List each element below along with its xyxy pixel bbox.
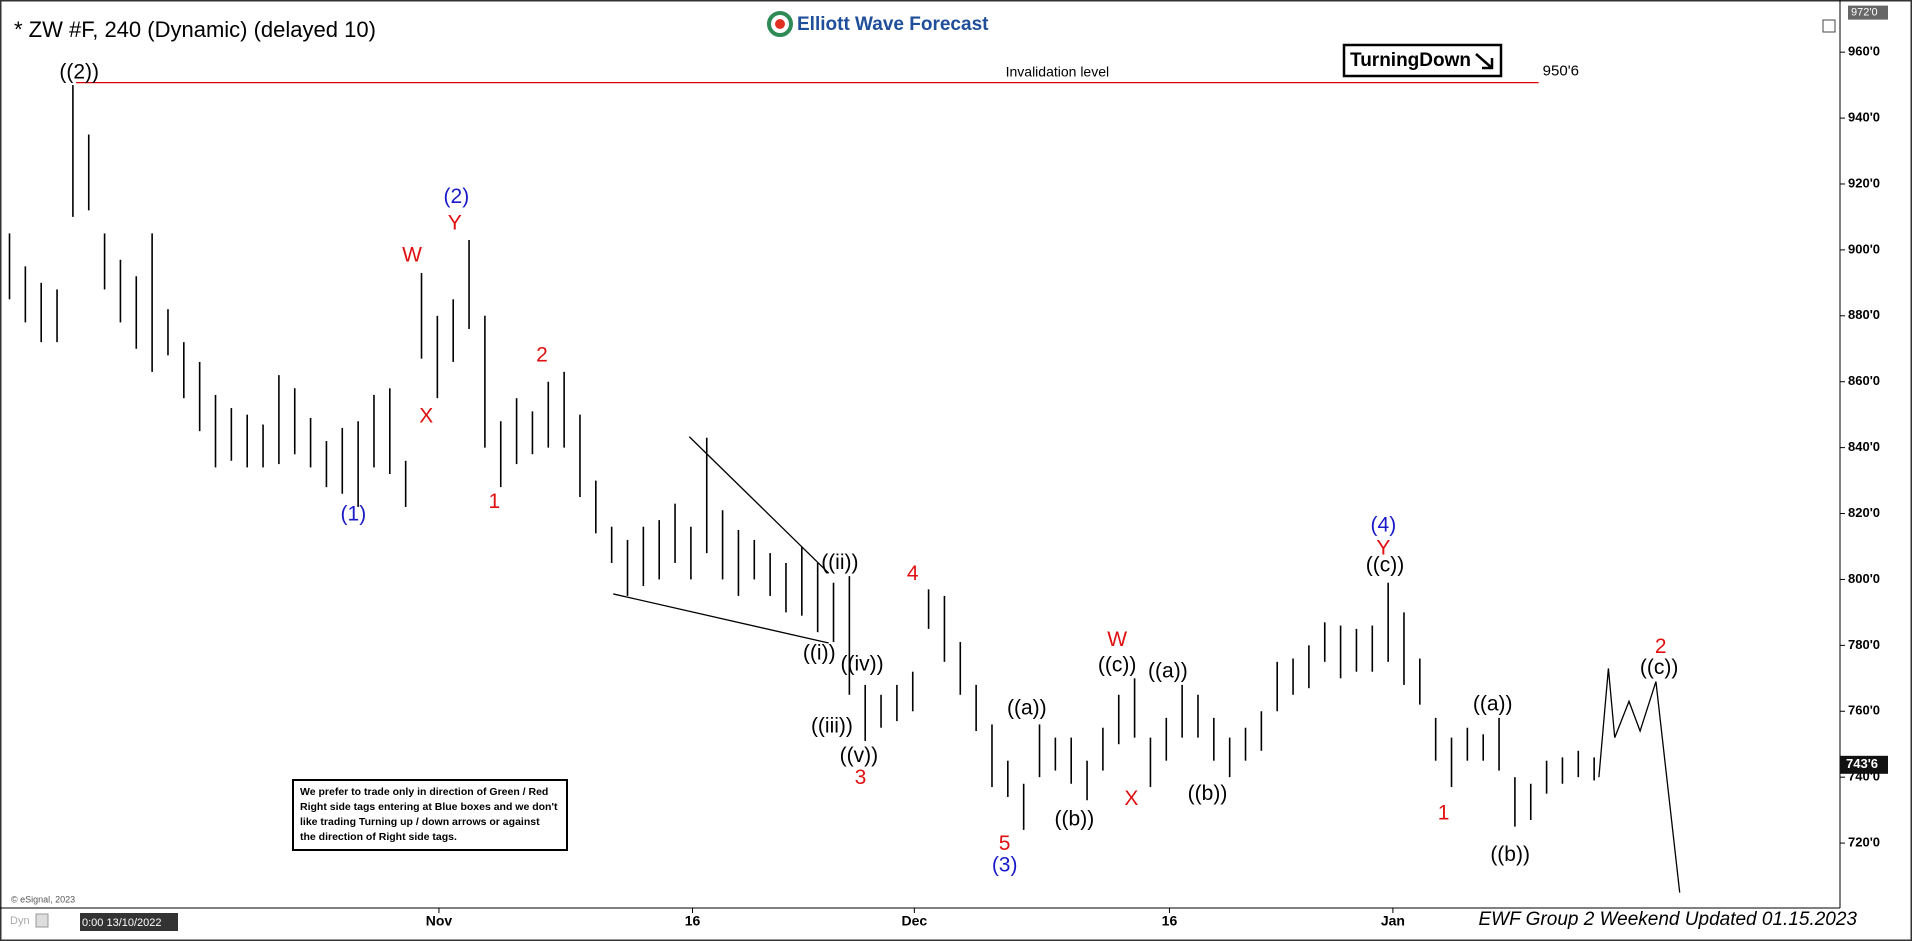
- y-tick-label: 840'0: [1848, 439, 1880, 454]
- x-tick-label: Nov: [426, 913, 453, 929]
- y-tick-label: 940'0: [1848, 110, 1880, 125]
- logo-icon: [767, 11, 793, 37]
- notice: We prefer to trade only in direction of …: [292, 779, 568, 851]
- wave-label: (3): [992, 854, 1018, 877]
- cursor-time: 0:00 13/10/2022: [82, 917, 162, 929]
- x-tick-label: Jan: [1381, 913, 1405, 929]
- trendline: [688, 436, 830, 574]
- wave-label: ((c)): [1640, 656, 1678, 679]
- x-tick-label: 16: [1162, 913, 1178, 929]
- wave-label: ((a)): [1148, 660, 1188, 683]
- y-tick-label: 960'0: [1848, 44, 1880, 59]
- wave-label: (4): [1371, 513, 1397, 536]
- trendline: [613, 593, 829, 644]
- wave-label: ((v)): [840, 744, 878, 767]
- y-tick-label: 820'0: [1848, 505, 1880, 520]
- top-price-label: 972'0: [1851, 7, 1878, 19]
- y-tick-label: 920'0: [1848, 175, 1880, 190]
- top-price-box: [1848, 5, 1888, 20]
- y-tick-label: 720'0: [1848, 835, 1880, 850]
- y-tick-label: 860'0: [1848, 373, 1880, 388]
- wave-label: 4: [907, 562, 919, 585]
- chart-title: * ZW #F, 240 (Dynamic) (delayed 10): [14, 17, 376, 42]
- last-price-box: [1840, 755, 1888, 774]
- notice-box: [292, 779, 568, 851]
- wave-label: ((i)): [803, 641, 836, 664]
- tag-text: TurningDown: [1350, 50, 1471, 71]
- notice-line: the direction of Right side tags.: [300, 831, 457, 843]
- y-tick-label: 780'0: [1848, 637, 1880, 652]
- invalidation-text: Invalidation level: [1006, 63, 1110, 79]
- wave-label: (2): [444, 185, 470, 208]
- logo: Elliott Wave Forecast: [767, 11, 989, 37]
- invalidation-label: 950'6: [1543, 63, 1579, 80]
- y-tick-label: 900'0: [1848, 241, 1880, 256]
- logo-text: Elliott Wave Forecast: [797, 14, 989, 35]
- tag-box: [1342, 43, 1503, 78]
- logo-icon-dot: [775, 19, 785, 29]
- wave-label: Y: [448, 212, 462, 235]
- notice-line: like trading Turning up / down arrows or…: [300, 816, 540, 828]
- x-tick-label: 16: [685, 913, 701, 929]
- wave-label: 2: [536, 344, 548, 367]
- y-tick-label: 800'0: [1848, 571, 1880, 586]
- last-price-label: 743'6: [1846, 756, 1878, 771]
- wave-label: ((iv)): [840, 652, 883, 675]
- wave-label: ((ii)): [821, 551, 858, 574]
- y-tick-label: 880'0: [1848, 307, 1880, 322]
- wave-label: 1: [1438, 801, 1450, 824]
- wave-label: 5: [999, 832, 1011, 855]
- wave-label: W: [1107, 628, 1127, 651]
- wave-label: ((a)): [1007, 696, 1047, 719]
- notice-line: We prefer to trade only in direction of …: [300, 786, 548, 798]
- wave-label: ((iii)): [811, 715, 853, 738]
- wave-label: X: [1124, 787, 1138, 810]
- wave-label: ((2)): [59, 60, 99, 83]
- wave-label: ((b)): [1490, 843, 1530, 866]
- wave-label: ((a)): [1473, 693, 1513, 716]
- wave-label: 3: [855, 766, 867, 789]
- x-tick-label: Dec: [901, 913, 927, 929]
- notice-line: Right side tags entering at Blue boxes a…: [300, 801, 558, 813]
- tag-arrow: [1475, 53, 1494, 70]
- turning-tag: TurningDown: [1342, 43, 1503, 78]
- mode-icon: [35, 913, 49, 928]
- wave-label: W: [402, 244, 422, 267]
- wave-label: X: [419, 405, 433, 428]
- window-icon: [1822, 19, 1836, 33]
- copyright: © eSignal, 2023: [11, 894, 75, 904]
- wave-label: Y: [1376, 536, 1390, 559]
- mode-label: Dyn: [10, 915, 30, 927]
- projection-path: [1598, 668, 1681, 893]
- wave-label: 1: [489, 490, 501, 513]
- wave-label: ((b)): [1188, 782, 1228, 805]
- wave-label: 2: [1655, 635, 1667, 658]
- wave-label: ((c)): [1366, 553, 1404, 576]
- wave-label: (1): [341, 502, 367, 525]
- cursor-box: [80, 913, 178, 931]
- y-tick-label: 760'0: [1848, 703, 1880, 718]
- wave-label: ((b)): [1055, 808, 1095, 831]
- wave-label: ((c)): [1098, 654, 1136, 677]
- footer: EWF Group 2 Weekend Updated 01.15.2023: [1479, 909, 1858, 930]
